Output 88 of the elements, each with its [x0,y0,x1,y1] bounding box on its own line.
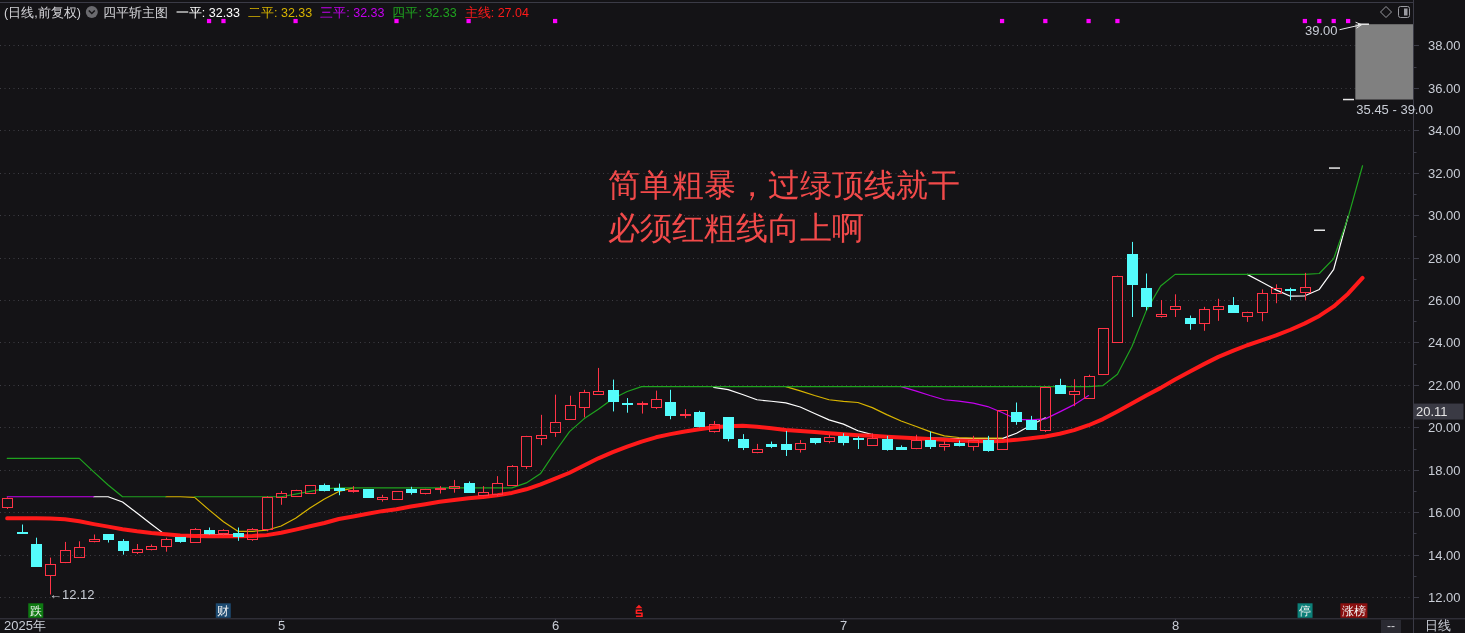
candlestick [795,439,806,454]
candlestick [824,434,835,444]
candlestick [709,420,720,434]
candlestick [276,490,287,506]
text: 二平: 32.33 [248,5,313,20]
x-tick-label: 5 [277,618,286,633]
y-tick-label: 26.00 [1428,293,1461,308]
x-tick-label: 7 [839,618,848,633]
candlestick [478,485,489,497]
candlestick [867,432,878,446]
candlestick [1156,299,1167,319]
text: 四平: 32.33 [392,5,457,20]
y-tick-label: 34.00 [1428,123,1461,138]
candlestick [521,435,532,470]
candlestick [89,533,100,543]
text: 日线 [1425,618,1451,633]
candlestick [262,495,273,532]
candlestick [550,394,561,438]
annotation: 2025年 [4,618,46,633]
y-tick-label: 24.00 [1428,335,1461,350]
candlestick [536,414,547,446]
candlestick [1242,311,1253,323]
candlestick [1213,298,1224,322]
candlestick [1011,402,1022,426]
candlestick [377,494,388,503]
y-tick-label: 18.00 [1428,463,1461,478]
candlestick [1271,283,1282,304]
candlestick [74,540,85,558]
y-tick-label: 28.00 [1428,251,1461,266]
annotation: 简单粗暴，过绿顶线就干 [607,167,960,204]
candlestick [1170,293,1181,318]
candlestick [435,485,446,495]
candlestick [565,395,576,420]
candlestick [752,443,763,454]
candlestick [146,543,157,551]
candlestick [1040,386,1051,433]
candlestick [1300,272,1311,301]
candlestick [1199,306,1210,332]
candlestick [651,390,662,410]
x-tick-label: 6 [551,618,560,633]
candlestick [637,400,648,415]
y-tick-label: 14.00 [1428,548,1461,563]
candlestick [161,537,172,553]
candlestick [608,379,619,412]
candlestick [997,410,1008,450]
text: 20.11 [1416,404,1448,420]
text: 三平: 32.33 [320,5,385,20]
y-tick-label: 20.00 [1428,420,1461,435]
candlestick [579,389,590,418]
candlestick [1098,328,1109,375]
y-tick-label: 16.00 [1428,505,1461,520]
candlestick [1257,288,1268,322]
y-tick-label: 22.00 [1428,378,1461,393]
candlestick [593,367,604,395]
text: 主线: 27.04 [464,4,529,20]
candlestick [968,435,979,452]
text: -- [1387,619,1395,633]
y-tick-label: 30.00 [1428,208,1461,223]
candlestick [665,389,676,420]
candlestick [31,537,42,567]
text: 一平: 32.33 [175,5,241,20]
candlestick [492,475,503,497]
candlestick [911,434,922,450]
candlestick [60,541,71,564]
y-tick-label: 12.00 [1428,590,1461,605]
x-tick-label: 8 [1171,618,1180,633]
y-tick-label: 36.00 [1428,81,1461,96]
candlestick [680,408,691,419]
candlestick [449,479,460,494]
line-series [5,275,1365,539]
candlestick [781,430,792,457]
candlestick [1141,273,1152,311]
legend-title: 四平斩主图 [102,4,168,20]
candlestick [348,485,359,494]
candlestick [1084,374,1095,399]
candlestick [939,440,950,452]
candlestick [1069,378,1080,407]
annotation: 35.45 - 39.00 [1356,102,1433,118]
candlestick [218,528,229,537]
candlestick [723,416,734,442]
annotation: ←12.12 [48,587,95,603]
annotation: 必须红粗线向上啊 [607,210,864,247]
candlestick [132,543,143,555]
candlestick [507,464,518,486]
y-tick-label: 32.00 [1428,166,1461,181]
annotation: 39.00 [1304,23,1338,39]
y-tick-label: 38.00 [1428,38,1461,53]
chart-title: (日线,前复权) [4,5,81,20]
